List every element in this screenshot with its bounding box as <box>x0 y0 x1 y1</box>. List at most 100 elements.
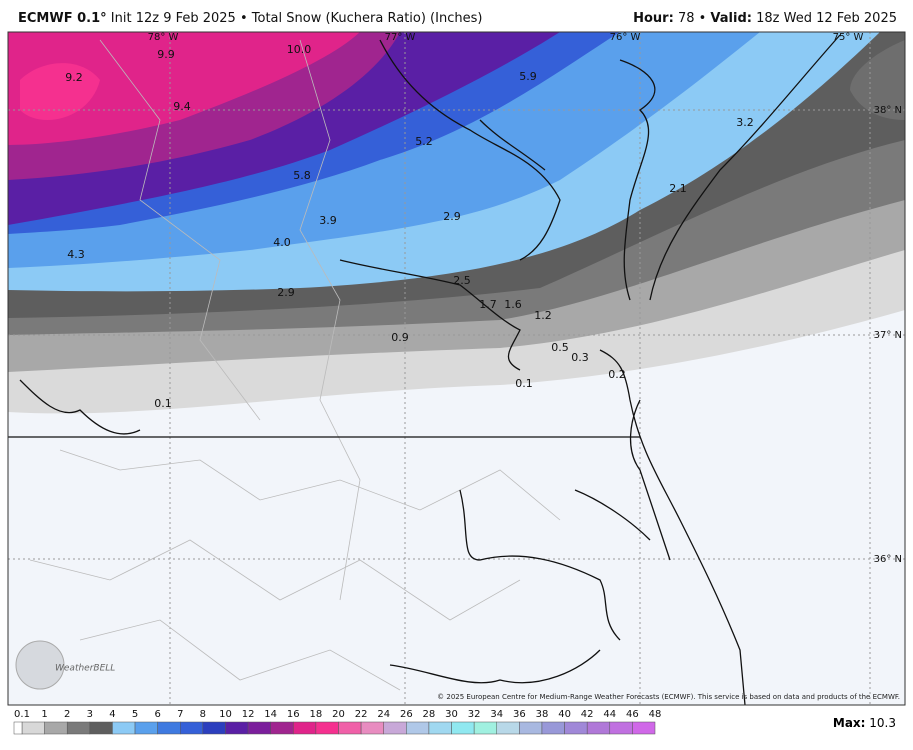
snow-value: 9.4 <box>173 100 191 113</box>
logo-mark <box>15 640 65 690</box>
snow-value: 0.9 <box>391 331 409 344</box>
legend-tick: 6 <box>154 709 160 720</box>
legend-swatch <box>225 721 249 735</box>
snow-value: 2.1 <box>669 182 687 195</box>
snow-value: 5.2 <box>415 135 433 148</box>
legend-swatch <box>247 721 271 735</box>
grid-label: 78° W <box>148 32 179 43</box>
legend: 0.1 1 2 3 4 5 6 7 8 10 12 14 16 18 20 22 24 26 28 30 32 34 36 3… <box>13 709 661 735</box>
grid-label: 75° W <box>833 32 864 43</box>
legend-tick: 38 <box>536 709 549 720</box>
legend-tick: 16 <box>287 709 300 720</box>
legend-swatch <box>157 721 181 735</box>
valid-label: Valid: <box>710 11 752 26</box>
snow-value: 1.7 <box>479 298 497 311</box>
valid: 18z Wed 12 Feb 2025 <box>756 11 897 26</box>
snow-value: 2.5 <box>453 274 471 287</box>
legend-swatch <box>66 721 91 735</box>
legend-tick: 22 <box>355 709 368 720</box>
legend-tick: 8 <box>200 709 206 720</box>
legend-tick: 12 <box>242 709 255 720</box>
grid-label: 37° N <box>874 330 902 341</box>
legend-tick: 24 <box>377 709 390 720</box>
counties <box>29 39 561 691</box>
legend-tick: 46 <box>626 709 639 720</box>
grid-label: 76° W <box>610 32 641 43</box>
max-value: 10.3 <box>869 716 896 730</box>
graticule <box>8 32 905 705</box>
legend-swatch <box>632 721 656 735</box>
snow-value: 0.2 <box>608 368 626 381</box>
legend-tick: 28 <box>423 709 436 720</box>
legend-swatch <box>428 721 452 735</box>
snow-value: 3.2 <box>736 116 754 129</box>
legend-swatch <box>473 721 497 735</box>
grid-label: 38° N <box>874 105 902 116</box>
legend-tick: 2 <box>64 709 70 720</box>
legend-swatch <box>451 721 475 735</box>
legend-tick: 26 <box>400 709 413 720</box>
snow-value: 5.9 <box>519 70 537 83</box>
band <box>20 63 100 120</box>
legend-tick: 5 <box>132 709 138 720</box>
legend-swatch <box>89 721 113 735</box>
header-right: Hour: 78 • Valid: 18z Wed 12 Feb 2025 <box>633 11 897 26</box>
credit: © 2025 European Centre for Medium-Range … <box>437 693 900 701</box>
legend-tick: 0.1 <box>14 709 30 720</box>
legend-swatch <box>496 721 520 735</box>
legend-swatch <box>21 721 45 735</box>
legend-swatch <box>315 721 339 735</box>
legend-tick: 42 <box>581 709 594 720</box>
logo: WeatherBELL <box>55 664 115 674</box>
legend-swatch <box>293 721 317 735</box>
legend-tick: 32 <box>468 709 481 720</box>
legend-tick: 7 <box>177 709 183 720</box>
snow-value: 1.6 <box>504 298 522 311</box>
legend-swatch <box>609 721 633 735</box>
legend-swatch <box>338 721 362 735</box>
max: Max: 10.3 <box>833 716 896 730</box>
snow-value: 2.9 <box>277 286 295 299</box>
hour-label: Hour: <box>633 11 674 26</box>
legend-tick: 10 <box>219 709 232 720</box>
grid-label: 36° N <box>874 554 902 565</box>
coastline <box>8 34 841 705</box>
legend-tick: 18 <box>310 709 323 720</box>
legend-swatch <box>564 721 588 735</box>
map-frame <box>7 31 906 706</box>
legend-swatch <box>44 721 68 735</box>
snow-value: 9.2 <box>65 71 83 84</box>
model: ECMWF 0.1° <box>18 11 107 26</box>
legend-swatch <box>383 721 407 735</box>
snow-value: 4.0 <box>273 236 291 249</box>
legend-swatch <box>541 721 565 735</box>
legend-tick: 30 <box>445 709 458 720</box>
snow-value: 3.9 <box>319 214 337 227</box>
legend-swatch <box>586 721 611 735</box>
snow-value: 10.0 <box>287 43 312 56</box>
band <box>8 32 360 145</box>
legend-tick: 40 <box>558 709 571 720</box>
snow-value: 5.8 <box>293 169 311 182</box>
max-label: Max: <box>833 716 866 730</box>
snow-value: 0.5 <box>551 341 569 354</box>
legend-tick: 20 <box>332 709 345 720</box>
snow-value: 1.2 <box>534 309 552 322</box>
legend-swatch <box>270 721 294 735</box>
title: Init 12z 9 Feb 2025 • Total Snow (Kucher… <box>111 11 483 26</box>
legend-swatch <box>519 721 543 735</box>
grid-label: 77° W <box>385 32 416 43</box>
band <box>850 40 905 120</box>
legend-tick: 3 <box>87 709 93 720</box>
header-left: ECMWF 0.1° Init 12z 9 Feb 2025 • Total S… <box>18 11 482 26</box>
hour: 78 • <box>678 11 706 26</box>
legend-swatch <box>134 721 158 735</box>
snow-value: 4.3 <box>67 248 85 261</box>
legend-tick: 4 <box>109 709 115 720</box>
legend-tick: 34 <box>490 709 503 720</box>
legend-tick: 44 <box>603 709 616 720</box>
legend-swatch <box>13 721 23 735</box>
snow-value: 0.3 <box>571 351 589 364</box>
map: 9.9 10.0 9.2 9.4 5.9 5.2 5.8 3.2 2.1 3.9 2.9 4.0 4.3… <box>8 32 905 705</box>
